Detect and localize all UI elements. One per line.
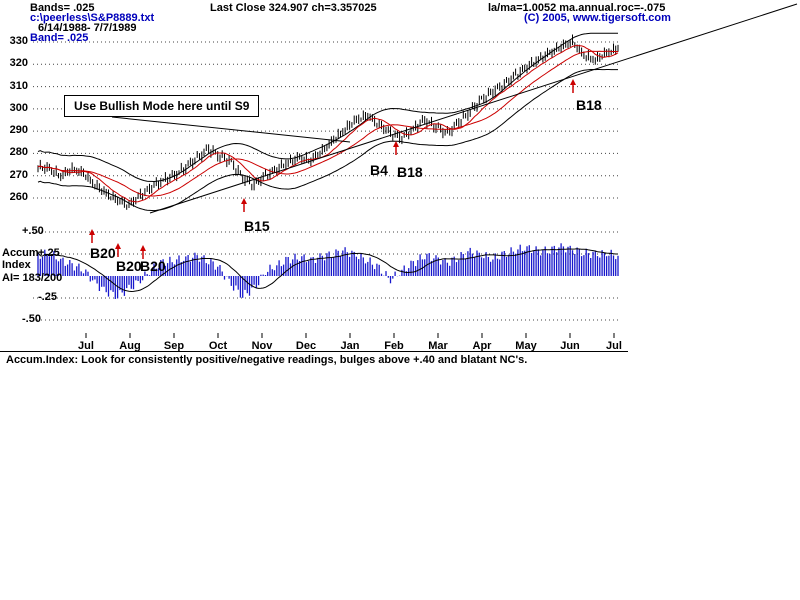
- month-label: Jul: [78, 340, 94, 352]
- footer-separator: [0, 351, 628, 352]
- accum-tick-label: -.50: [22, 313, 41, 325]
- price-tick-label: 330: [9, 35, 28, 47]
- month-label: Jan: [340, 340, 360, 352]
- price-tick-label: 310: [9, 80, 28, 92]
- month-label: Jun: [560, 340, 580, 352]
- accum-label-line2: Index: [2, 259, 31, 271]
- price-tick-label: 300: [9, 102, 28, 114]
- month-label: Nov: [251, 340, 273, 352]
- month-label: Aug: [119, 340, 141, 352]
- slow-ma-line: [37, 50, 618, 197]
- callout-line: [111, 116, 351, 143]
- bands-setting-label: Bands= .025: [30, 2, 95, 14]
- signal-label-b20: B20: [90, 245, 116, 261]
- lower-band: [37, 69, 618, 212]
- price-tick-label: 260: [9, 191, 28, 203]
- footer-note: Accum.Index: Look for consistently posit…: [6, 354, 528, 366]
- file-path: c:\peerless\S&P8889.txt: [30, 12, 155, 24]
- signal-label-b20: B20: [140, 258, 166, 274]
- signal-label-b15: B15: [244, 218, 270, 234]
- bullish-mode-note: Use Bullish Mode here until S9: [64, 95, 260, 117]
- signal-arrows: [89, 79, 576, 259]
- month-label: Jul: [606, 340, 622, 352]
- date-range: 6/14/1988- 7/7/1989: [38, 22, 137, 34]
- month-label: Dec: [295, 340, 317, 352]
- month-label: Feb: [384, 340, 404, 352]
- gridlines: [33, 41, 618, 321]
- signal-label-b18: B18: [576, 97, 602, 113]
- signal-label-b20: B20: [116, 258, 142, 274]
- accum-tick-label: -.25: [38, 291, 57, 303]
- month-label: Sep: [163, 340, 185, 352]
- ma-stats: la/ma=1.0052 ma.annual.roc=-.075: [488, 2, 666, 14]
- accum-label-line1: Accum: [2, 247, 39, 259]
- accum-tick-label: +.25: [38, 247, 60, 259]
- signal-label-b18: B18: [397, 164, 423, 180]
- price-tick-label: 320: [9, 57, 28, 69]
- month-label: Oct: [208, 340, 228, 352]
- price-bars: [37, 34, 619, 210]
- trendline: [149, 3, 798, 214]
- accum-tick-label: +.50: [22, 225, 44, 237]
- price-tick-label: 280: [9, 146, 28, 158]
- month-ticks: [85, 333, 615, 338]
- ai-ratio: AI= 183/200: [2, 272, 63, 284]
- price-tick-label: 270: [9, 169, 28, 181]
- signal-label-b4: B4: [370, 162, 388, 178]
- month-label: May: [515, 340, 537, 352]
- fast-ma-line: [37, 45, 619, 203]
- band-setting-label: Band= .025: [30, 32, 89, 44]
- price-tick-label: 290: [9, 124, 28, 136]
- accum-ma-line: [37, 248, 618, 293]
- copyright: (C) 2005, www.tigersoft.com: [524, 12, 671, 24]
- month-label: Apr: [472, 340, 492, 352]
- last-close-stat: Last Close 324.907 ch=3.357025: [210, 2, 377, 14]
- month-label: Mar: [428, 340, 448, 352]
- upper-band: [37, 32, 618, 183]
